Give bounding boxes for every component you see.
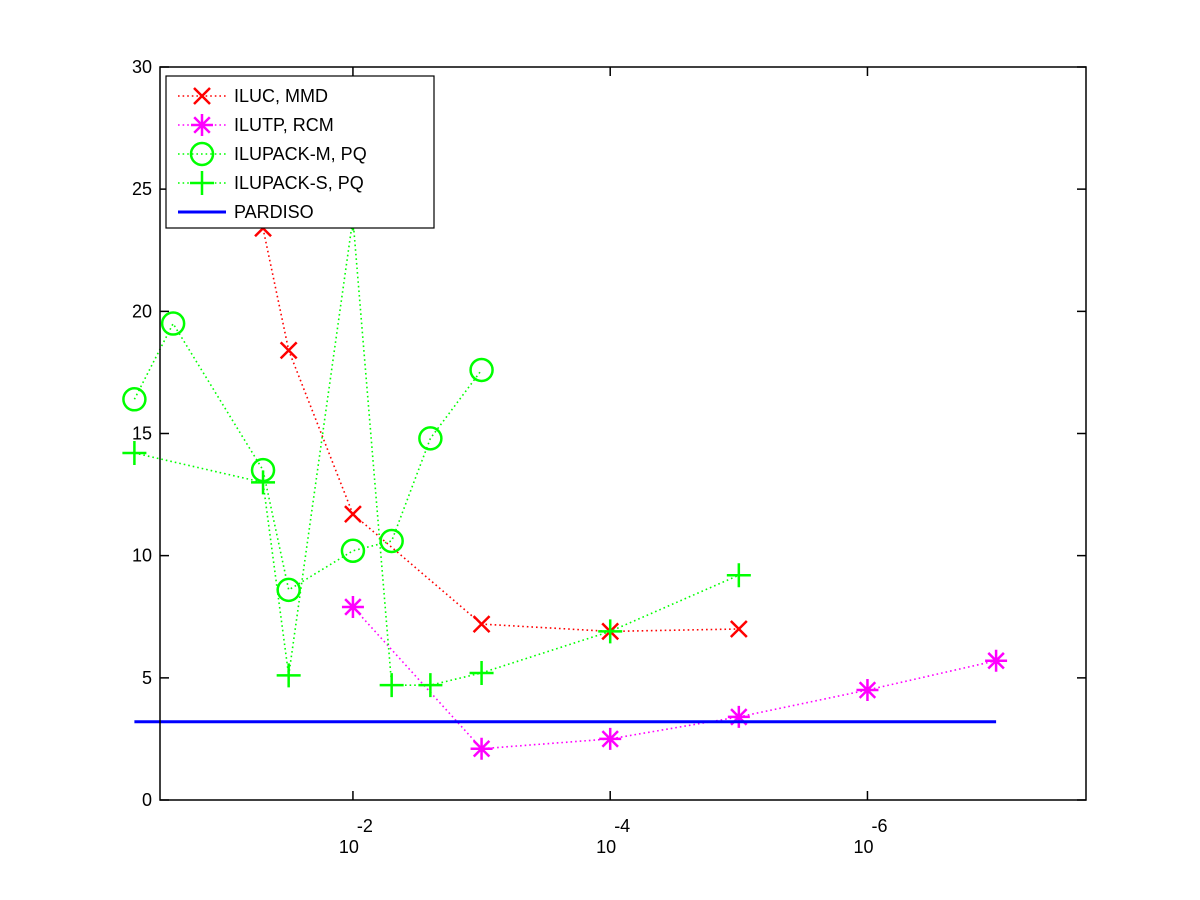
- legend-box: [165, 75, 435, 229]
- legend-label-0: ILUC, MMD: [234, 86, 328, 106]
- data-point-2-1: [160, 311, 186, 336]
- series-1: [341, 595, 1008, 760]
- data-point-0-3: [472, 615, 491, 633]
- data-point-3-0: [122, 441, 147, 466]
- legend-marker-2: [189, 141, 215, 167]
- data-point-2-5: [379, 528, 404, 554]
- x-tick-label-base-2: 10: [853, 837, 873, 857]
- legend-entry-3: ILUPACK-S, PQ: [178, 171, 364, 195]
- legend-marker-1: [191, 114, 213, 136]
- data-point-2-6: [418, 426, 443, 451]
- data-point-3-8: [726, 563, 751, 588]
- legend-marker-0: [193, 87, 211, 105]
- data-point-0-5: [729, 620, 748, 638]
- data-point-0-1: [279, 341, 298, 360]
- data-point-2-4: [340, 538, 366, 564]
- series-layer: [122, 206, 1008, 760]
- x-tick-label-exponent-0: -2: [357, 816, 373, 836]
- data-point-1-0: [341, 595, 364, 618]
- legend-entry-1: ILUTP, RCM: [178, 114, 334, 136]
- data-point-2-3: [276, 577, 301, 603]
- data-point-1-2: [599, 727, 622, 750]
- y-tick-label-5: 25: [132, 179, 152, 199]
- y-tick-label-6: 30: [132, 57, 152, 77]
- data-point-1-1: [470, 737, 493, 760]
- legend-entry-2: ILUPACK-M, PQ: [178, 141, 367, 167]
- legend-entry-4: PARDISO: [178, 202, 314, 222]
- legend-label-1: ILUTP, RCM: [234, 115, 334, 135]
- legend-entry-0: ILUC, MMD: [178, 86, 328, 106]
- data-point-1-3: [727, 705, 750, 728]
- series-line-2: [133, 321, 483, 592]
- data-point-1-5: [985, 649, 1008, 672]
- data-point-2-7: [469, 357, 494, 383]
- x-tick-label-base-1: 10: [596, 837, 616, 857]
- series-line-0: [262, 228, 739, 633]
- data-point-3-4: [379, 673, 404, 698]
- data-point-2-0: [122, 387, 147, 412]
- series-0: [254, 219, 748, 641]
- x-tick-label-exponent-1: -4: [614, 816, 630, 836]
- series-3: [122, 206, 751, 698]
- data-point-3-5: [418, 673, 443, 698]
- legend: ILUC, MMD ILUTP, RCM ILUPACK-M, PQ ILUPACK-…: [165, 75, 435, 229]
- y-tick-label-0: 0: [142, 790, 152, 810]
- y-tick-label-3: 15: [132, 424, 152, 444]
- x-tick-label-exponent-2: -6: [871, 816, 887, 836]
- legend-label-3: ILUPACK-S, PQ: [234, 173, 364, 193]
- data-point-3-6: [469, 660, 494, 685]
- series-2: [122, 311, 494, 603]
- legend-label-4: PARDISO: [234, 202, 314, 222]
- data-point-3-2: [276, 663, 301, 688]
- data-point-3-7: [598, 619, 623, 644]
- series-line-1: [352, 606, 997, 750]
- y-tick-label-4: 20: [132, 301, 152, 321]
- x-tick-label-base-0: 10: [339, 837, 359, 857]
- y-tick-label-2: 10: [132, 546, 152, 566]
- data-point-0-2: [344, 505, 362, 524]
- data-point-3-1: [251, 470, 276, 495]
- data-point-1-4: [856, 679, 879, 702]
- y-tick-label-1: 5: [142, 668, 152, 688]
- legend-marker-3: [190, 171, 214, 195]
- series-line-3: [134, 218, 740, 687]
- legend-label-2: ILUPACK-M, PQ: [234, 144, 367, 164]
